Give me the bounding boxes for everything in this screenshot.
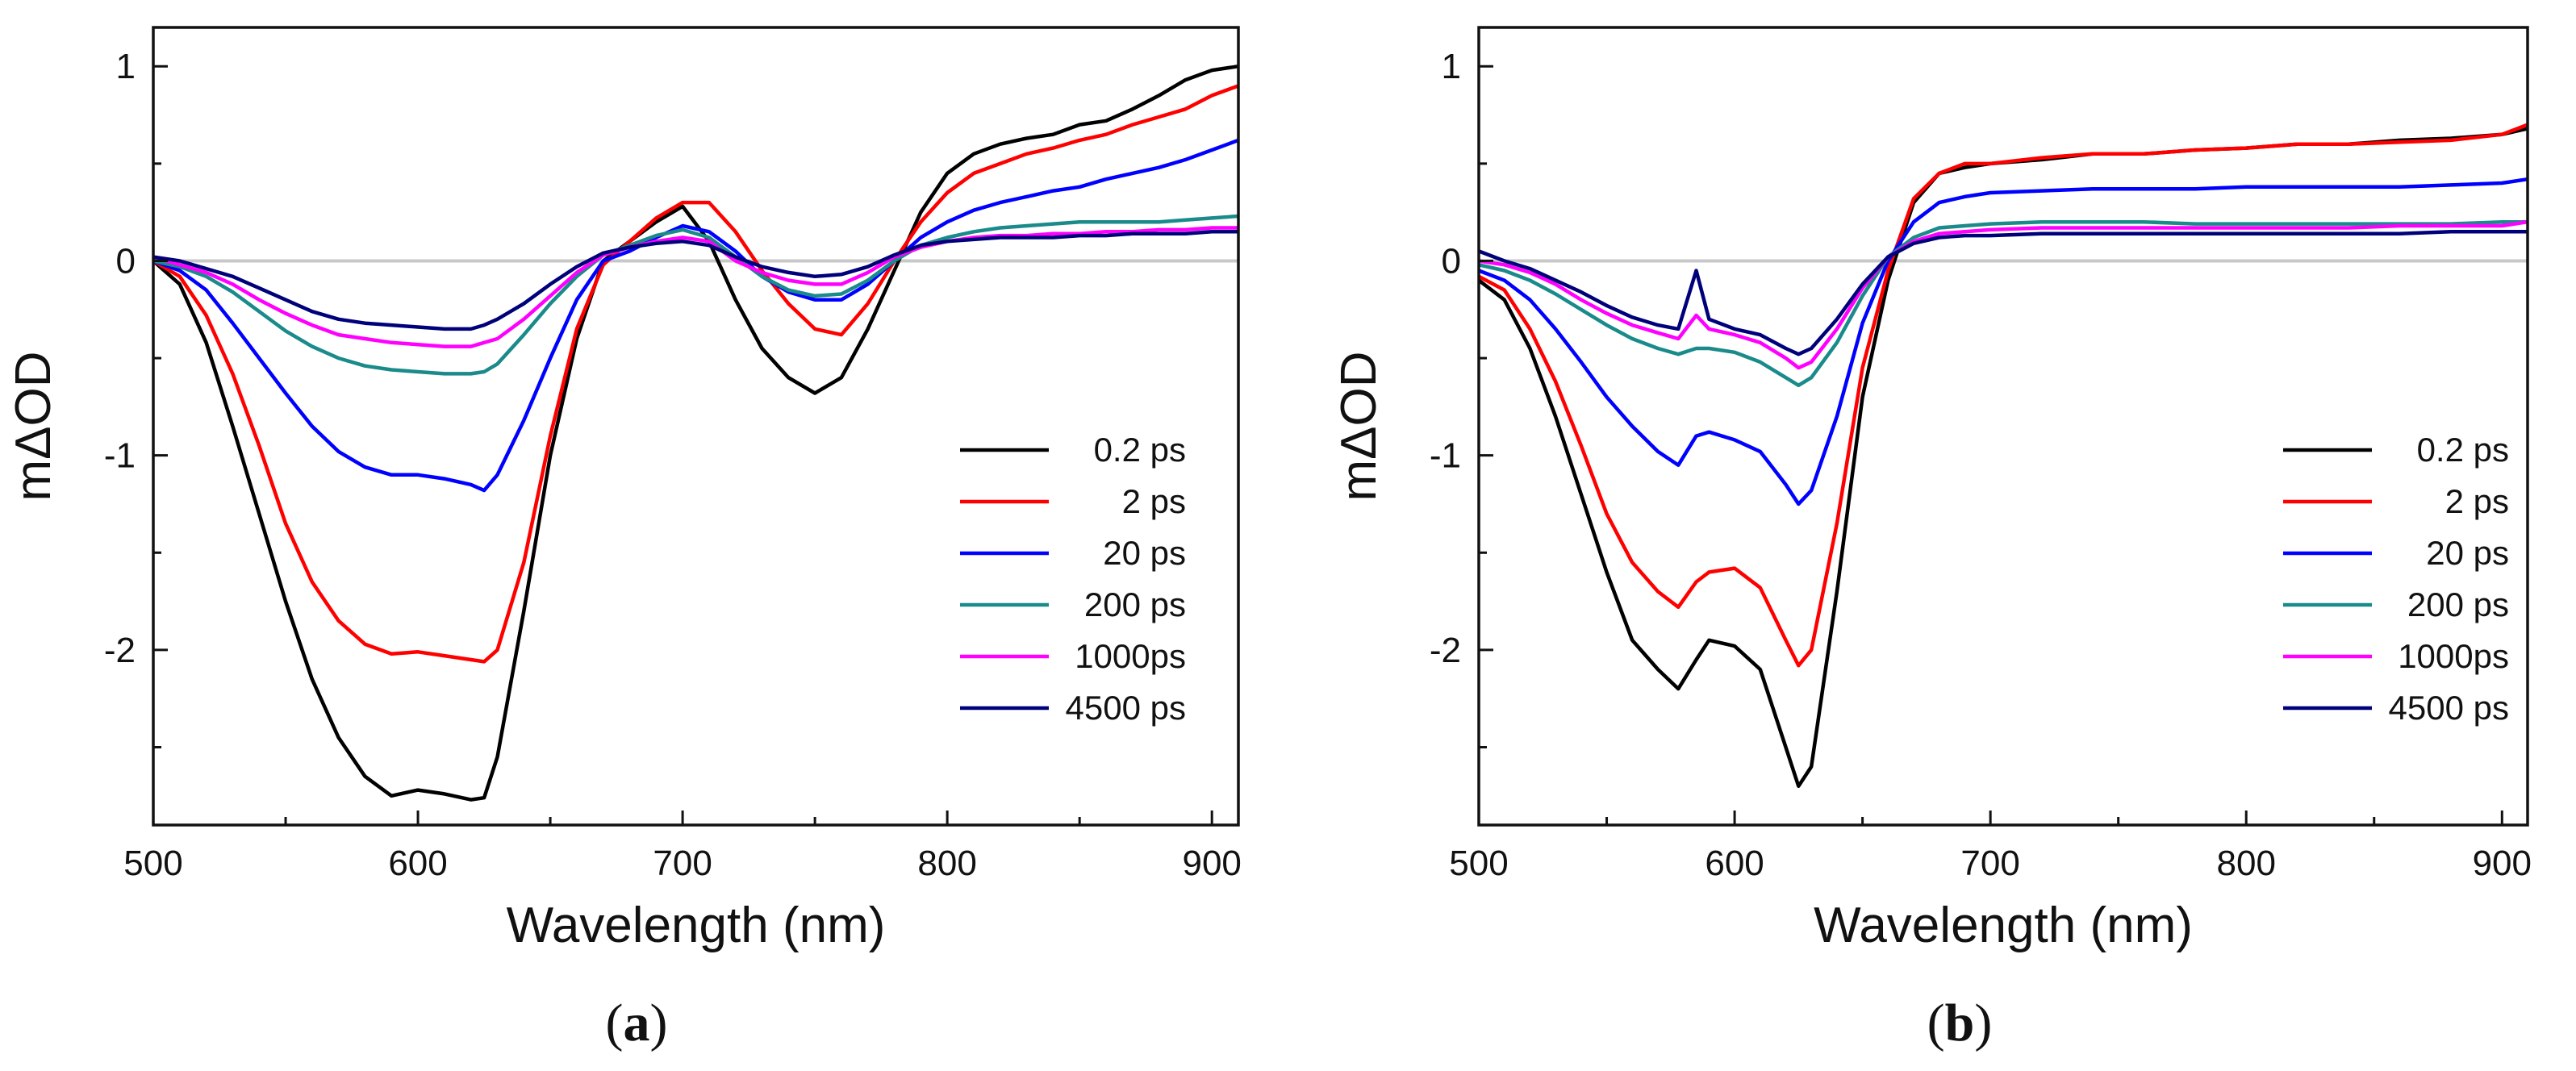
x-tick-label: 500 <box>123 844 182 883</box>
y-tick-label: -1 <box>104 436 136 476</box>
panel-label-close: ) <box>650 994 668 1052</box>
series-line-0.2-ps <box>152 64 1239 802</box>
plot-frame <box>152 26 1240 827</box>
panel-label-open: ( <box>1927 994 1945 1052</box>
legend-label: 4500 ps <box>1066 689 1186 727</box>
panel-a: 500 600 700 800 900 1 0 -1 -2 Wavelength (nm) mΔOD… <box>6 26 1242 1052</box>
series-line-2-ps <box>152 84 1239 664</box>
legend-label: 20 ps <box>1103 534 1186 572</box>
legend-label: 2 ps <box>2445 482 2509 520</box>
x-tick-label: 900 <box>1182 844 1241 883</box>
series-line-200-ps <box>1478 219 2528 388</box>
y-tick-label: -1 <box>1430 436 1461 476</box>
panel-b: 500 600 700 800 900 1 0 -1 -2 Wavelength (nm) mΔOD… <box>1331 26 2532 1052</box>
x-axis-title: Wavelength (nm) <box>1814 898 2193 953</box>
x-axis-title: Wavelength (nm) <box>507 898 886 953</box>
plot-frame <box>1477 26 2529 827</box>
panel-label-open: ( <box>606 994 624 1052</box>
series-line-2-ps <box>1477 123 2528 668</box>
x-tick-label: 600 <box>388 844 447 883</box>
series-line-200-ps <box>152 214 1239 376</box>
legend-label: 1000ps <box>2398 637 2509 675</box>
panel-label-letter: b <box>1945 994 1975 1052</box>
x-tick-label: 800 <box>917 844 976 883</box>
y-tick-label: -2 <box>1430 631 1461 670</box>
y-axis-title: mΔOD <box>1331 351 1387 501</box>
y-axis-title: mΔOD <box>6 351 61 501</box>
y-tick-label: 0 <box>116 241 136 281</box>
x-tick-label: 700 <box>1960 844 2019 883</box>
panel-label: (b) <box>1927 994 1993 1052</box>
panel-label-letter: a <box>624 994 650 1052</box>
series-line-20-ps <box>152 138 1239 493</box>
legend-label: 200 ps <box>2407 586 2509 623</box>
legend-label: 0.2 ps <box>2417 431 2509 469</box>
x-tick-label: 500 <box>1449 844 1508 883</box>
y-tick-label: 1 <box>1442 47 1461 86</box>
series-line-1000ps <box>152 226 1238 348</box>
y-tick-label: 0 <box>1442 241 1461 281</box>
legend-label: 4500 ps <box>2389 689 2509 727</box>
legend-label: 0.2 ps <box>1094 431 1186 469</box>
series-line-4500-ps <box>152 230 1238 331</box>
panel-label: (a) <box>606 994 668 1052</box>
y-tick-label: 1 <box>116 47 136 86</box>
y-tick-label: -2 <box>104 631 136 670</box>
x-tick-label: 900 <box>2473 844 2532 883</box>
panel-label-close: ) <box>1974 994 1992 1052</box>
series-line-20-ps <box>1478 177 2528 506</box>
legend-label: 1000ps <box>1075 637 1186 675</box>
legend-label: 200 ps <box>1084 586 1186 623</box>
legend-label: 2 ps <box>1122 482 1186 520</box>
x-tick-label: 700 <box>653 844 712 883</box>
x-tick-label: 800 <box>2217 844 2276 883</box>
x-tick-label: 600 <box>1705 844 1764 883</box>
series-line-1000ps <box>1478 219 2528 370</box>
legend-label: 20 ps <box>2426 534 2509 572</box>
series-line-4500-ps <box>1478 230 2528 356</box>
